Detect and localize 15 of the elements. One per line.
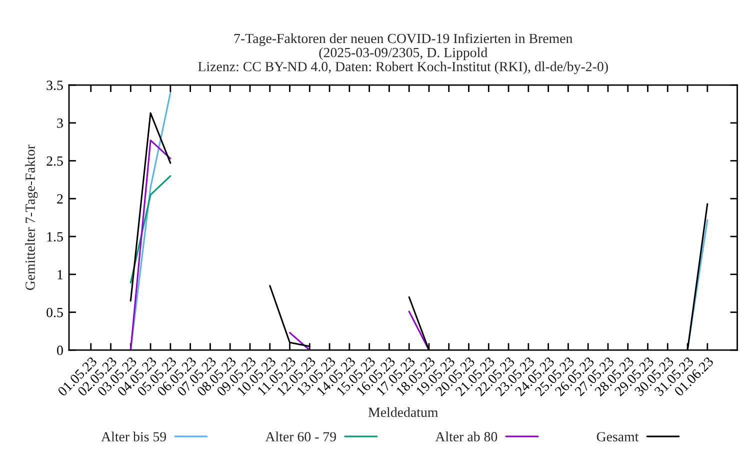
legend-label: Alter ab 80 [435, 432, 498, 442]
legend-label: Gesamt [596, 432, 639, 442]
y-tick-label: 0.5 [46, 308, 63, 318]
legend-label: Alter bis 59 [101, 432, 166, 442]
y-tick-label: 1 [58, 270, 63, 280]
y-tick-label: 2.5 [46, 156, 63, 166]
y-tick-label: 2 [57, 194, 63, 204]
y-tick-label: 3 [57, 118, 63, 128]
chart-title: 7-Tage-Faktoren der neuen COVID-19 Infizierten in Bremen (2025-03-09/2305, D. Lippold Lizenz: CC BY-ND 4.0, Daten: Robert Koch-Institut (RKI), dl-de/by-2-0) [198, 33, 608, 74]
y-tick-label: 3.5 [46, 80, 63, 90]
y-tick-label: 0 [57, 346, 63, 356]
legend-label: Alter 60 - 79 [265, 432, 336, 442]
y-tick-label: 1.5 [47, 232, 63, 242]
y-axis-title: Gemittelter 7-Tage-Faktor [25, 144, 38, 290]
x-axis-title: Meldedatum [368, 407, 438, 418]
